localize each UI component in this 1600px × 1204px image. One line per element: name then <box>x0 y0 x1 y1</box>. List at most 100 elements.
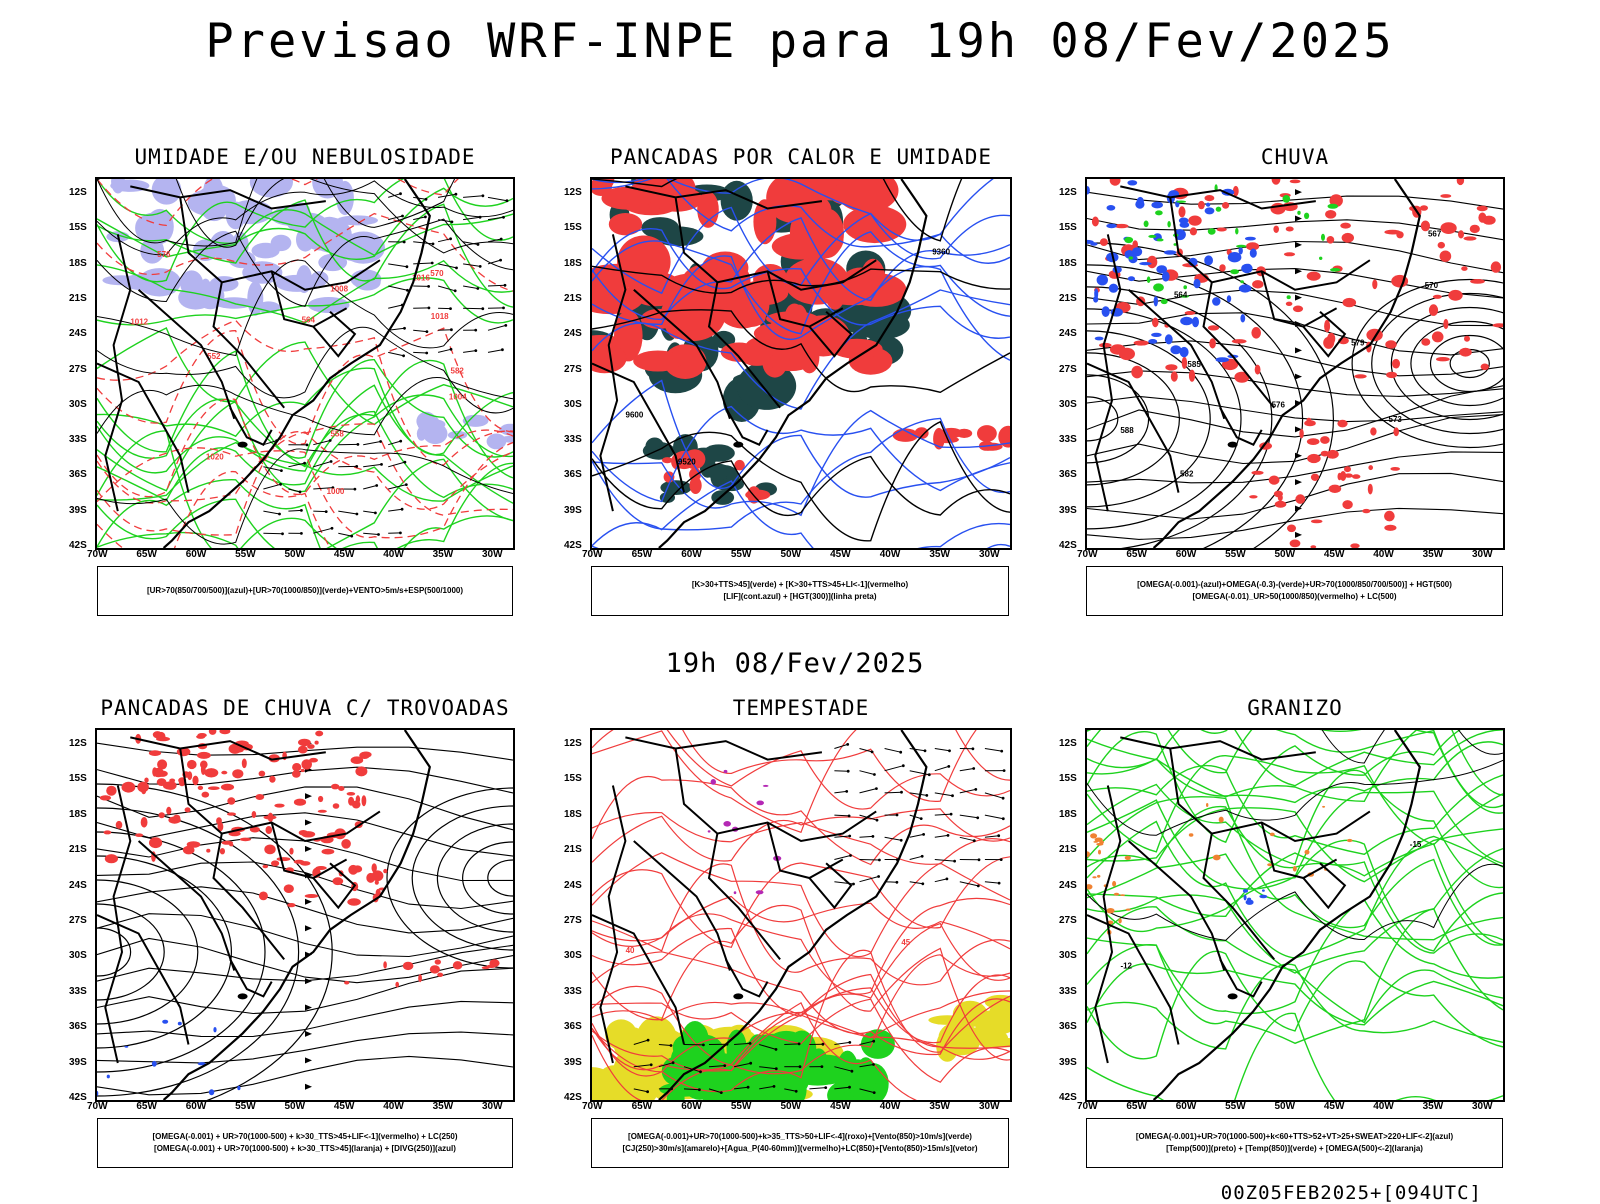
red-fill <box>1433 295 1442 299</box>
height-contour <box>1352 280 1503 448</box>
contour-label: -15 <box>1410 840 1422 849</box>
red-fill <box>1219 264 1225 271</box>
blue-fill <box>1154 296 1158 306</box>
wind-vector-head <box>920 817 923 820</box>
lavender-fill <box>311 271 329 286</box>
red-fill <box>242 759 247 769</box>
blue-fill <box>152 1061 157 1067</box>
blue-contour <box>592 545 1010 548</box>
wind-vector-head <box>303 462 306 465</box>
wind-vector <box>313 528 332 533</box>
wind-vector <box>388 194 400 198</box>
blue-fill <box>107 1075 110 1079</box>
orange-fill <box>1189 833 1194 836</box>
red-fill <box>1327 454 1334 458</box>
red-fill <box>1368 465 1373 470</box>
streamline-arrow <box>1295 216 1302 222</box>
red-fill <box>1354 374 1366 378</box>
wind-vector-head <box>506 199 509 202</box>
streamline-arrow <box>305 846 312 852</box>
wind-vector <box>488 325 506 330</box>
streamline-arrow <box>1295 295 1302 301</box>
red-fill <box>1481 364 1489 371</box>
green-fill <box>1287 295 1291 299</box>
legend-line: [OMEGA(-0.001)+UR>70(1000-500)+k>35_TTS>… <box>592 1131 1008 1143</box>
red-fill <box>1362 509 1370 513</box>
red-fill <box>1390 467 1400 471</box>
contour-label: 9520 <box>678 458 696 467</box>
wind-vector-head <box>428 307 431 310</box>
blue-fill <box>1106 224 1117 229</box>
lon-label: 40W <box>383 1101 404 1112</box>
panel-title-umidade: UMIDADE E/OU NEBULOSIDADE <box>95 145 515 169</box>
height-contour <box>1431 336 1503 392</box>
red-fill <box>1337 420 1347 428</box>
red-fill <box>1477 206 1488 212</box>
red-fill <box>435 959 441 964</box>
lon-label: 45W <box>334 1101 355 1112</box>
wind-vector-head <box>875 787 878 790</box>
wind-vector-head <box>329 439 332 442</box>
streamline-arrow <box>305 1031 312 1037</box>
lon-label: 55W <box>1225 549 1246 560</box>
red-fill <box>1325 210 1336 219</box>
country-border <box>809 863 851 907</box>
red-fill <box>166 807 171 815</box>
purple-fill <box>756 890 764 894</box>
blue-fill <box>1194 279 1201 289</box>
red-fill <box>1393 427 1399 436</box>
green-fill <box>1236 245 1247 248</box>
wind-vector <box>885 749 901 753</box>
blue-fill <box>1139 262 1151 265</box>
wind-vector-head <box>877 875 880 878</box>
red-fill <box>1293 306 1303 313</box>
contour-label: 573 <box>1389 415 1403 424</box>
red-fill <box>259 771 266 777</box>
wind-vector-head <box>399 532 402 535</box>
blue-fill <box>1097 275 1108 286</box>
wind-vector <box>438 239 451 242</box>
lat-label: 30S <box>564 399 582 410</box>
wind-vector-head <box>896 814 899 817</box>
legend-line: [UR>70(850/700/500)](azul)+[UR>70(1000/8… <box>98 585 512 597</box>
wind-vector <box>960 837 975 840</box>
red-fill <box>1182 357 1187 369</box>
red-fill <box>1386 372 1397 378</box>
wind-vector-head <box>953 860 956 863</box>
legend-line: [OMEGA(-0.001) + UR>70(1000-500) + k>30_… <box>98 1131 512 1143</box>
red-fill <box>690 477 702 494</box>
wind-vector <box>960 815 978 818</box>
wind-vector <box>263 533 282 534</box>
green-fill <box>1319 257 1322 260</box>
lat-label: 42S <box>1059 540 1077 551</box>
wind-vector-head <box>501 348 504 351</box>
lagoon-marker <box>238 993 248 999</box>
wind-vector-head <box>925 794 928 797</box>
red-fill <box>437 973 443 977</box>
orange-fill <box>1092 876 1096 878</box>
red-fill <box>1459 348 1472 357</box>
red-fill <box>1171 371 1178 381</box>
blue-fill <box>1205 207 1215 214</box>
red-fill <box>1152 318 1159 328</box>
lat-label: 12S <box>1059 738 1077 749</box>
red-fill <box>149 750 161 756</box>
country-border <box>230 408 272 445</box>
blue-fill <box>1192 317 1199 328</box>
green-fill <box>1230 269 1239 274</box>
lon-label: 70W <box>582 549 603 560</box>
wind-vector-head <box>404 461 407 464</box>
red-fill <box>173 815 180 822</box>
red-fill <box>1448 290 1462 301</box>
legend-chuva: [OMEGA(-0.001)-(azul)+OMEGA(-0.3)-(verde… <box>1086 566 1503 616</box>
lat-label: 39S <box>69 505 87 516</box>
green-contour <box>97 533 513 548</box>
wind-vector <box>438 330 451 331</box>
lavender-fill <box>423 423 448 444</box>
wind-vector-head <box>899 751 902 754</box>
red-fill <box>187 760 197 769</box>
red-fill <box>348 865 358 875</box>
lat-label: 27S <box>564 364 582 375</box>
orange-fill <box>1293 866 1297 872</box>
country-border <box>726 959 768 996</box>
